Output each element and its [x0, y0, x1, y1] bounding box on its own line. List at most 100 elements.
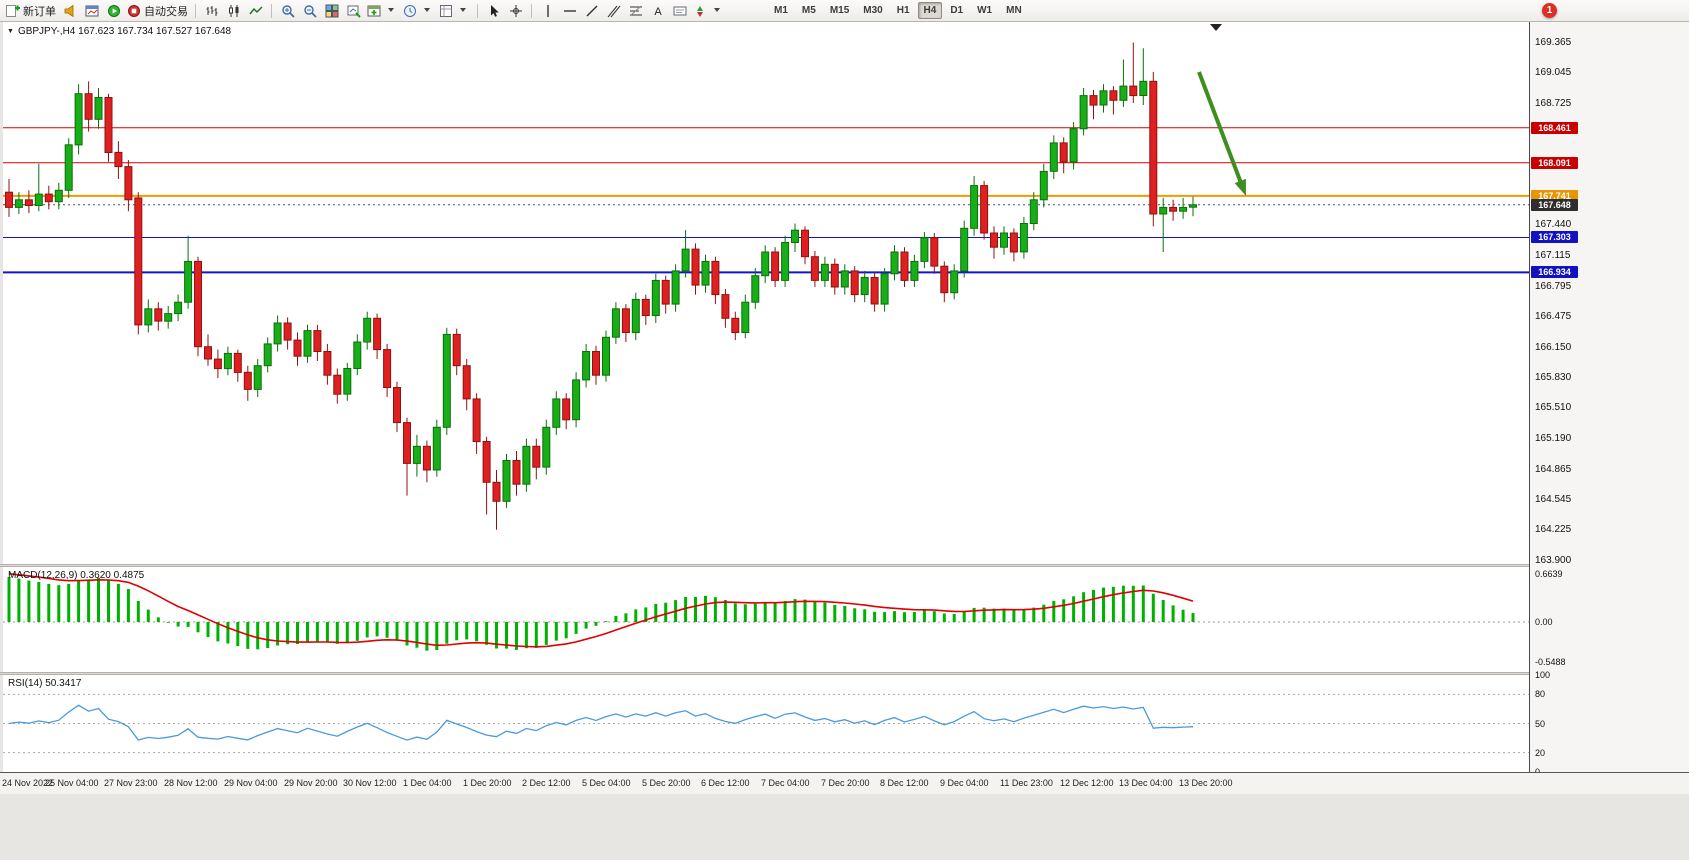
candlestick-chart-button[interactable] — [223, 2, 244, 20]
crosshair-icon — [509, 4, 523, 18]
time-tick: 1 Dec 04:00 — [403, 778, 452, 788]
rsi-scale-label: 50 — [1535, 719, 1546, 729]
zoom-out-button[interactable] — [299, 2, 320, 20]
indicators-button[interactable] — [343, 2, 364, 20]
text-tool[interactable]: A — [647, 2, 668, 20]
macd-panel[interactable] — [3, 567, 1529, 672]
expert-advisors-button[interactable] — [103, 2, 124, 20]
time-tick: 1 Dec 20:00 — [463, 778, 512, 788]
crosshair-button[interactable] — [505, 2, 526, 20]
time-tick: 11 Dec 23:00 — [1000, 778, 1053, 788]
toolbar-separator — [531, 3, 532, 18]
time-tick: 29 Nov 04:00 — [224, 778, 278, 788]
time-tick: 7 Dec 20:00 — [821, 778, 870, 788]
chart-title: ▼ GBPJPY-,H4 167.623 167.734 167.527 167… — [7, 26, 231, 37]
new-chart-dropdown[interactable] — [365, 2, 400, 20]
market-watch-button[interactable] — [81, 2, 102, 20]
clock-icon — [403, 4, 417, 18]
price-tick: 167.440 — [1535, 219, 1572, 230]
price-tick: 164.865 — [1535, 464, 1572, 475]
new-order-button[interactable]: 新订单 — [4, 2, 58, 20]
chart-shift-marker — [1210, 24, 1222, 31]
timeframe-group: M1 M5 M15 M30 H1 H4 D1 W1 MN — [767, 2, 1029, 19]
new-order-label: 新订单 — [23, 5, 56, 18]
macd-scale-label: 0.6639 — [1535, 569, 1563, 579]
arrows-dropdown[interactable] — [691, 2, 726, 20]
price-tick: 164.225 — [1535, 524, 1572, 535]
price-axis-line — [1529, 22, 1530, 794]
price-tick: 166.475 — [1535, 311, 1572, 322]
auto-trading-button[interactable]: 自动交易 — [125, 2, 190, 20]
rsi-panel[interactable] — [3, 675, 1529, 772]
equidistant-channel-icon — [607, 4, 621, 18]
price-tick: 165.830 — [1535, 372, 1572, 383]
timeframe-h1-button[interactable]: H1 — [896, 5, 910, 16]
toolbar: 新订单 自动交易 — [0, 0, 1689, 22]
horizontal-line-tool[interactable] — [559, 2, 580, 20]
notification-badge[interactable]: 1 — [1542, 3, 1557, 18]
time-tick: 2 Dec 12:00 — [522, 778, 571, 788]
price-tick: 163.900 — [1535, 555, 1572, 566]
zoom-out-icon — [303, 4, 317, 18]
chevron-down-icon — [384, 4, 398, 18]
chart-menu-icon[interactable]: ▼ — [7, 28, 14, 35]
trendline-tool[interactable] — [581, 2, 602, 20]
time-tick: 5 Dec 20:00 — [642, 778, 691, 788]
price-level-label: 167.648 — [1531, 199, 1578, 211]
text-icon: A — [651, 4, 665, 18]
line-chart-button[interactable] — [245, 2, 266, 20]
price-tick: 166.795 — [1535, 281, 1572, 292]
time-tick: 7 Dec 04:00 — [761, 778, 810, 788]
price-axis[interactable]: 169.365 169.045 168.725 167.440 167.115 166.7… — [1530, 22, 1689, 794]
panel-splitter[interactable] — [0, 672, 1689, 675]
alerts-button[interactable] — [59, 2, 80, 20]
chart-title-text: GBPJPY-,H4 167.623 167.734 167.527 167.6… — [17, 26, 232, 37]
timeframe-m1-button[interactable]: M1 — [774, 5, 788, 16]
time-tick: 12 Dec 12:00 — [1060, 778, 1114, 788]
horizontal-line-icon — [563, 4, 577, 18]
toolbar-separator — [477, 3, 478, 18]
tile-windows-button[interactable] — [321, 2, 342, 20]
timeframe-w1-button[interactable]: W1 — [977, 5, 993, 16]
toolbar-separator — [195, 3, 196, 18]
profiles-dropdown[interactable] — [401, 2, 436, 20]
timeframe-m30-button[interactable]: M30 — [863, 5, 883, 16]
vertical-line-tool[interactable] — [537, 2, 558, 20]
time-tick: 30 Nov 12:00 — [343, 778, 397, 788]
time-tick: 13 Dec 20:00 — [1179, 778, 1233, 788]
candlestick-series — [3, 24, 1529, 530]
time-tick: 24 Nov 2022 — [2, 778, 54, 788]
time-axis[interactable]: 24 Nov 2022 25 Nov 04:00 27 Nov 23:00 28 No… — [0, 772, 1689, 794]
cursor-button[interactable] — [483, 2, 504, 20]
rsi-scale-label: 20 — [1535, 748, 1546, 758]
time-tick: 27 Nov 23:00 — [104, 778, 158, 788]
panel-splitter[interactable] — [0, 564, 1689, 567]
price-level-label: 167.303 — [1531, 231, 1578, 243]
trendline-icon — [585, 4, 599, 18]
channel-tool[interactable] — [603, 2, 624, 20]
timeframe-mn-button[interactable]: MN — [1006, 5, 1022, 16]
rsi-scale-label: 80 — [1535, 689, 1546, 699]
price-level-label: 168.461 — [1531, 122, 1578, 134]
timeframe-m15-button[interactable]: M15 — [829, 5, 850, 16]
macd-scale-label: 0.00 — [1535, 617, 1553, 627]
timeframe-m5-button[interactable]: M5 — [801, 5, 816, 16]
main-chart-plot[interactable] — [3, 22, 1529, 564]
rsi-scale-label: 100 — [1535, 670, 1551, 680]
timeframe-d1-button[interactable]: D1 — [950, 5, 964, 16]
price-tick: 167.115 — [1535, 250, 1571, 261]
text-label-tool[interactable] — [669, 2, 690, 20]
time-tick: 28 Nov 12:00 — [164, 778, 218, 788]
timeframe-h4-button[interactable]: H4 — [917, 2, 943, 19]
rsi-series — [3, 693, 1529, 754]
price-tick: 166.150 — [1535, 342, 1572, 353]
price-tick: 169.045 — [1535, 67, 1572, 78]
time-tick: 9 Dec 04:00 — [940, 778, 989, 788]
templates-dropdown[interactable] — [437, 2, 472, 20]
fibonacci-tool[interactable] — [625, 2, 646, 20]
time-tick: 13 Dec 04:00 — [1119, 778, 1173, 788]
bar-chart-button[interactable] — [201, 2, 222, 20]
arrows-icon — [693, 4, 707, 18]
zoom-in-button[interactable] — [277, 2, 298, 20]
expert-play-icon — [107, 4, 121, 18]
